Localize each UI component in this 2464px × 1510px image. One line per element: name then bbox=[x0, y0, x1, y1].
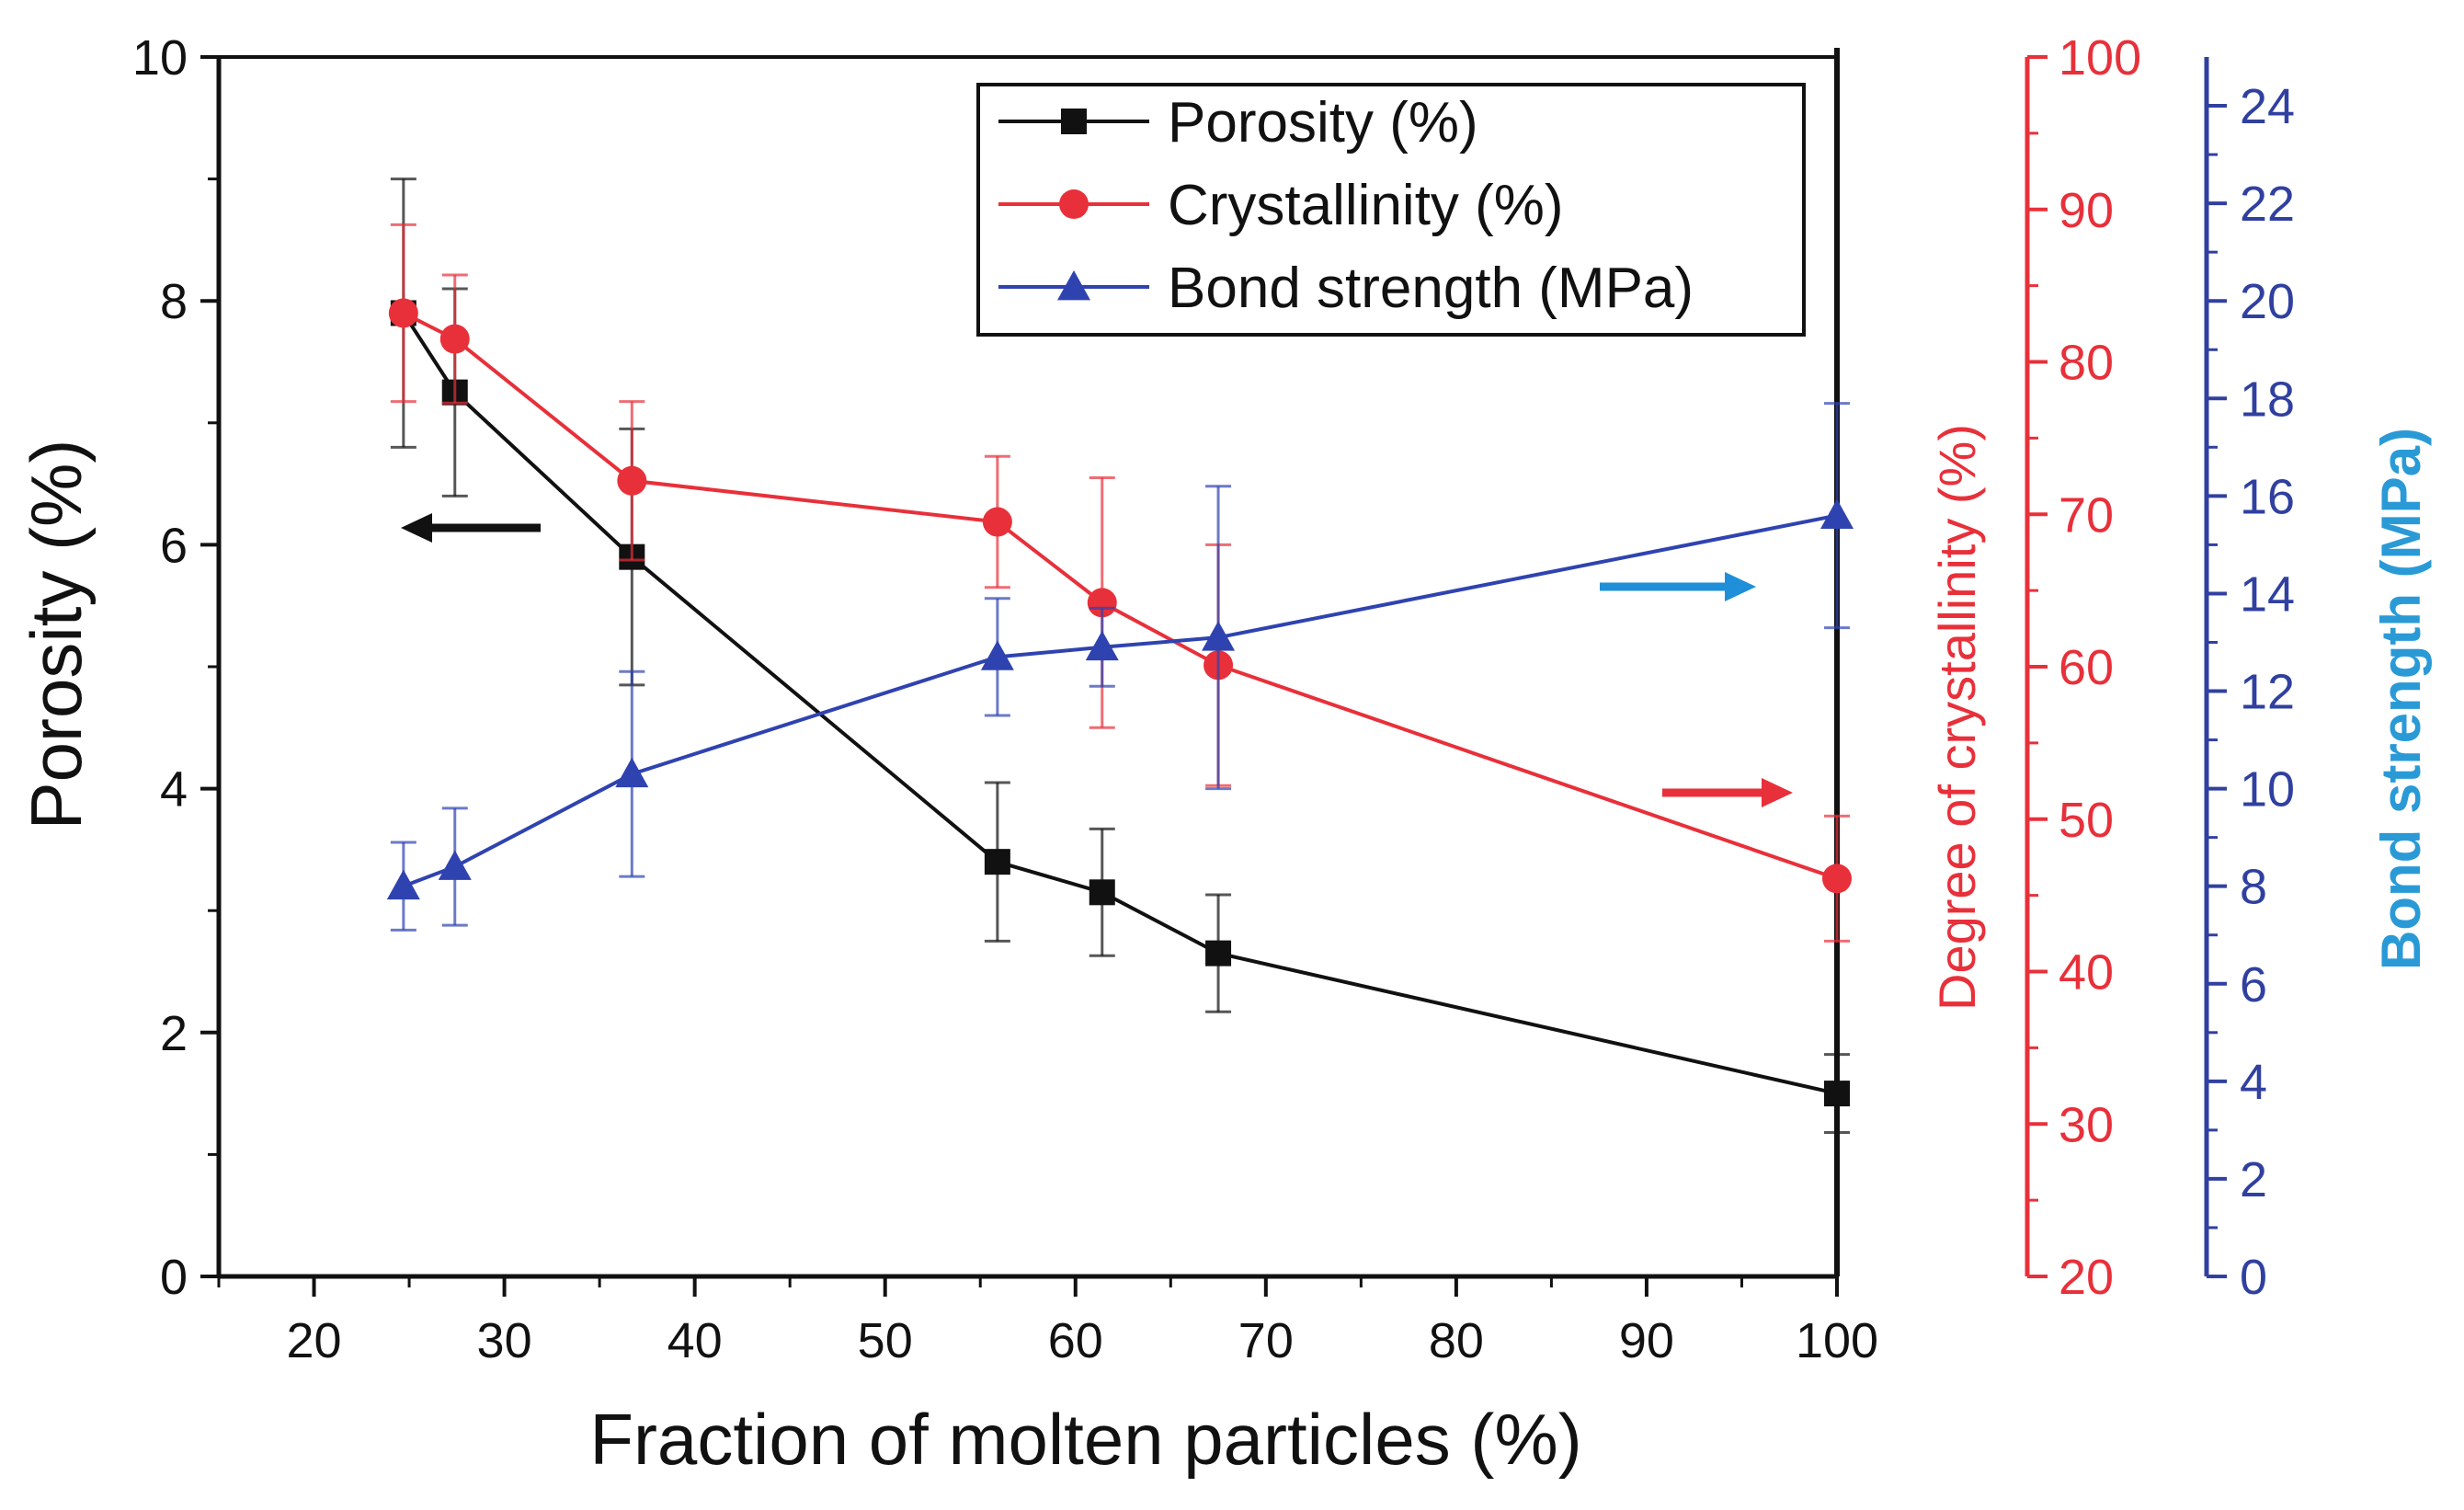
legend-marker bbox=[1059, 189, 1089, 219]
left-tick-label: 0 bbox=[160, 1250, 188, 1305]
crystallinity-tick-label: 90 bbox=[2059, 183, 2114, 238]
series-line bbox=[402, 312, 1838, 1096]
x-tick-label: 50 bbox=[858, 1313, 913, 1368]
legend-label: Porosity (%) bbox=[1168, 91, 1478, 154]
bond-strength-tick-label: 4 bbox=[2240, 1055, 2267, 1110]
x-tick-label: 70 bbox=[1238, 1313, 1294, 1368]
porosity-axis-label: Porosity (%) bbox=[16, 440, 97, 830]
legend-marker bbox=[1057, 270, 1090, 301]
crystallinity-tick-label: 50 bbox=[2059, 793, 2114, 848]
bond-strength-tick-label: 2 bbox=[2240, 1152, 2267, 1207]
data-point bbox=[1087, 588, 1117, 618]
bond-strength-axis-label: Bond strength (MPa) bbox=[2370, 428, 2432, 970]
x-axis: 20 30 40 50 60 70 80 90 100 bbox=[217, 1276, 1878, 1368]
bond-strength-arrow-head bbox=[1725, 572, 1756, 601]
data-point bbox=[1202, 621, 1236, 651]
bond-strength-tick-label: 6 bbox=[2240, 957, 2267, 1012]
crystallinity-axis-label: Degree of crystallinity (%) bbox=[1928, 424, 1986, 1011]
crystallinity-tick-label: 20 bbox=[2059, 1250, 2114, 1305]
data-point bbox=[615, 757, 649, 788]
bond-strength-tick-label: 12 bbox=[2240, 665, 2295, 720]
data-point bbox=[617, 465, 647, 496]
data-point bbox=[984, 849, 1010, 875]
porosity-arrow-head bbox=[401, 513, 432, 543]
data-point bbox=[438, 850, 472, 880]
crystallinity-tick-label: 40 bbox=[2059, 945, 2114, 1001]
crystallinity-tick-label: 100 bbox=[2059, 30, 2141, 86]
bond-strength-tick-label: 18 bbox=[2240, 372, 2295, 427]
series-line bbox=[403, 513, 1838, 888]
legend-label: Crystallinity (%) bbox=[1168, 174, 1564, 237]
legend: Porosity (%) Crystallinity (%) Bond streng… bbox=[976, 83, 1806, 337]
crystallinity-tick-label: 70 bbox=[2059, 487, 2114, 543]
data-point bbox=[1205, 940, 1232, 967]
bond-strength-tick-label: 14 bbox=[2240, 566, 2295, 622]
crystallinity-arrow-head bbox=[1762, 778, 1793, 807]
data-point bbox=[388, 298, 418, 328]
bond-strength-tick-label: 16 bbox=[2240, 469, 2295, 524]
data-point bbox=[982, 507, 1012, 537]
legend-label: Bond strength (MPa) bbox=[1168, 257, 1694, 320]
series-triangle bbox=[386, 402, 1854, 932]
left-tick-label: 10 bbox=[132, 30, 188, 86]
left-tick-label: 2 bbox=[160, 1006, 188, 1061]
x-axis-label: Fraction of molten particles (%) bbox=[589, 1399, 1581, 1480]
annotation-arrows bbox=[401, 513, 1793, 807]
left-tick-label: 4 bbox=[160, 762, 188, 818]
crystallinity-tick-label: 30 bbox=[2059, 1097, 2114, 1152]
series-layer bbox=[386, 177, 1854, 1135]
x-tick-label: 90 bbox=[1619, 1313, 1674, 1368]
data-point bbox=[1085, 630, 1119, 661]
data-point bbox=[439, 324, 470, 354]
data-point bbox=[1089, 879, 1115, 906]
data-point bbox=[1822, 864, 1852, 894]
x-tick-label: 60 bbox=[1048, 1313, 1103, 1368]
series-line bbox=[402, 311, 1838, 881]
data-point bbox=[980, 640, 1014, 670]
crystallinity-tick-label: 80 bbox=[2059, 336, 2114, 391]
left-y-axis: 0 2 4 6 8 10 bbox=[132, 30, 219, 1305]
left-tick-label: 8 bbox=[160, 274, 188, 329]
crystallinity-y-axis: 20 30 40 50 60 70 80 90 100 bbox=[2025, 30, 2141, 1305]
x-tick-label: 80 bbox=[1429, 1313, 1484, 1368]
data-point bbox=[386, 869, 420, 900]
x-tick-label: 20 bbox=[286, 1313, 341, 1368]
bond-strength-tick-label: 10 bbox=[2240, 762, 2295, 818]
x-tick-label: 30 bbox=[477, 1313, 532, 1368]
crystallinity-tick-label: 60 bbox=[2059, 640, 2114, 695]
legend-box bbox=[976, 83, 1806, 337]
bond-strength-tick-label: 20 bbox=[2240, 274, 2295, 329]
x-tick-label: 100 bbox=[1796, 1313, 1878, 1368]
bond-strength-tick-label: 24 bbox=[2240, 79, 2295, 134]
data-point bbox=[1820, 498, 1854, 529]
x-tick-label: 40 bbox=[667, 1313, 723, 1368]
left-tick-label: 6 bbox=[160, 518, 188, 573]
bond-strength-tick-label: 0 bbox=[2240, 1250, 2267, 1305]
data-point bbox=[1824, 1081, 1850, 1107]
bond-strength-tick-label: 22 bbox=[2240, 177, 2295, 232]
bond-strength-tick-label: 8 bbox=[2240, 860, 2267, 915]
legend-marker bbox=[1061, 109, 1087, 134]
